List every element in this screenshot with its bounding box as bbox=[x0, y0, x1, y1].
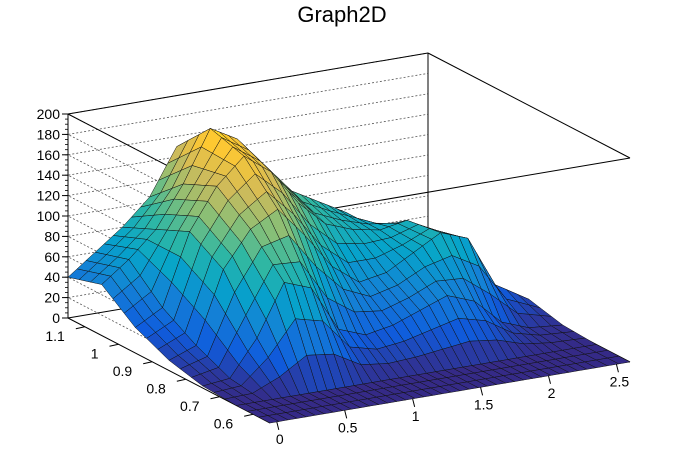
y-tick-mark bbox=[244, 413, 254, 417]
x-tick-label: 0 bbox=[276, 431, 284, 447]
y-tick-label: 0.8 bbox=[146, 380, 166, 396]
frame-edge bbox=[427, 52, 631, 159]
y-tick-mark bbox=[75, 326, 85, 330]
x-tick-label: 2.5 bbox=[610, 373, 630, 389]
x-tick-mark bbox=[480, 387, 484, 396]
axis-layer: 0 0.5 1 1.5 2 2.5 0.6 0.7 0.8 0.9 1 1.1 0 20 40 60 80 100… bbox=[37, 106, 630, 447]
z-tick-label: 0 bbox=[52, 310, 60, 326]
z-tick-label: 160 bbox=[37, 147, 61, 163]
y-tick-mark bbox=[109, 343, 119, 347]
z-tick-label: 140 bbox=[37, 167, 61, 183]
x-tick-label: 1.5 bbox=[474, 396, 494, 412]
chart-title: Graph2D bbox=[297, 2, 386, 27]
surface-layer bbox=[67, 127, 631, 424]
y-tick-label: 0.6 bbox=[214, 415, 234, 431]
z-tick-label: 40 bbox=[44, 269, 60, 285]
x-tick-label: 0.5 bbox=[338, 419, 358, 435]
y-tick-mark bbox=[176, 378, 186, 382]
z-tick-label: 120 bbox=[37, 188, 61, 204]
x-tick-label: 1 bbox=[412, 408, 420, 424]
z-tick-label: 180 bbox=[37, 126, 61, 142]
z-tick-label: 100 bbox=[37, 208, 61, 224]
y-tick-label: 1.1 bbox=[45, 328, 65, 344]
surface-cell bbox=[258, 415, 280, 424]
z-tick-label: 80 bbox=[44, 228, 60, 244]
x-tick-mark bbox=[344, 410, 348, 419]
z-tick-label: 60 bbox=[44, 249, 60, 265]
x-tick-mark bbox=[548, 375, 551, 384]
y-tick-mark bbox=[143, 361, 153, 365]
y-tick-label: 1 bbox=[91, 345, 99, 361]
x-tick-mark bbox=[412, 398, 416, 407]
x-tick-mark bbox=[276, 421, 280, 430]
y-tick-label: 0.7 bbox=[180, 398, 200, 414]
y-tick-mark bbox=[210, 396, 220, 400]
frame-edge bbox=[67, 52, 429, 115]
x-tick-label: 2 bbox=[548, 385, 556, 401]
y-tick-label: 0.9 bbox=[113, 363, 133, 379]
z-tick-label: 200 bbox=[37, 106, 61, 122]
x-tick-mark bbox=[615, 364, 619, 373]
z-tick-label: 20 bbox=[44, 290, 60, 306]
